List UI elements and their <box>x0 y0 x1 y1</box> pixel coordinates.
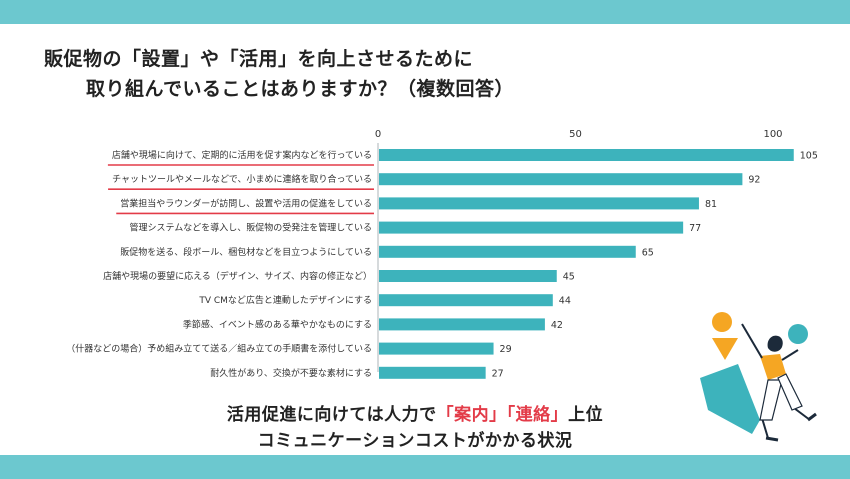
bar <box>379 149 794 161</box>
orange-triangle-shape <box>712 338 738 360</box>
data-label: 81 <box>705 199 717 210</box>
x-tick-label: 0 <box>375 129 381 140</box>
category-label: 営業担当やラウンダーが訪問し、設置や活用の促進をしている <box>120 197 372 209</box>
teal-circle-shape <box>788 324 808 344</box>
x-tick-label: 100 <box>763 129 782 140</box>
highlight-contact: 「連絡」 <box>506 405 569 425</box>
category-label: チャットツールやメールなどで、小まめに連絡を取り合っている <box>112 173 372 185</box>
conclusion-pre: 活用促進に向けては人力で <box>226 405 437 425</box>
category-label: 管理システムなどを導入し、販促物の受発注を管理している <box>130 222 372 234</box>
bottom-band <box>0 455 850 479</box>
title-line-2: 取り組んでいることはありますか？（複数回答） <box>86 78 515 100</box>
bar <box>379 173 743 186</box>
bar <box>379 270 557 282</box>
category-label: 店舗や現場の要望に応える（デザイン、サイズ、内容の修正など） <box>103 270 372 282</box>
category-label: 季節感、イベント感のある華やかなものにする <box>183 318 372 330</box>
highlight-guidance: 「案内」 <box>436 405 507 425</box>
category-label: TV CMなど広告と連動したデザインにする <box>198 294 372 306</box>
category-label: （什器などの場合）予め組み立てて送る／組み立ての手順書を添付している <box>66 343 372 355</box>
person-figure <box>741 323 817 442</box>
x-tick-label: 50 <box>569 129 582 140</box>
orange-ball-shape <box>712 312 732 332</box>
data-label: 27 <box>492 368 504 379</box>
bar <box>379 342 494 355</box>
category-label: 店舗や現場に向けて、定期的に活用を促す案内などを行っている <box>112 149 372 161</box>
bar <box>379 366 486 379</box>
top-band <box>0 0 850 24</box>
bar <box>379 294 553 307</box>
title-line-1: 販促物の「設置」や「活用」を向上させるために <box>44 48 474 70</box>
data-label: 65 <box>642 247 654 258</box>
bar <box>379 197 699 210</box>
conclusion-line-1: 活用促進に向けては人力で「案内」「連絡」上位 <box>0 400 840 425</box>
data-label: 44 <box>559 296 571 307</box>
teal-block-shape <box>700 364 760 434</box>
bar <box>379 318 545 331</box>
bar <box>379 221 684 234</box>
conclusion-line-2: コミュニケーションコストがかかる状況 <box>257 431 573 451</box>
category-label: 販促物を送る、段ボール、梱包材などを目立つようにしている <box>120 246 372 258</box>
data-label: 92 <box>748 175 760 186</box>
data-label: 105 <box>800 151 818 162</box>
category-label: 耐久性があり、交換が不要な素材にする <box>210 367 372 379</box>
data-label: 45 <box>563 272 575 283</box>
data-label: 29 <box>500 344 512 355</box>
person-with-shapes-illustration <box>700 312 817 442</box>
conclusion-post: 上位 <box>568 405 604 425</box>
data-label: 42 <box>551 320 563 331</box>
bar-chart: 0 50 100 店舗や現場に向けて、定期的に活用を促す案内などを行っている 105 チャ… <box>66 129 818 379</box>
data-label: 77 <box>689 223 701 234</box>
bar <box>379 245 636 258</box>
